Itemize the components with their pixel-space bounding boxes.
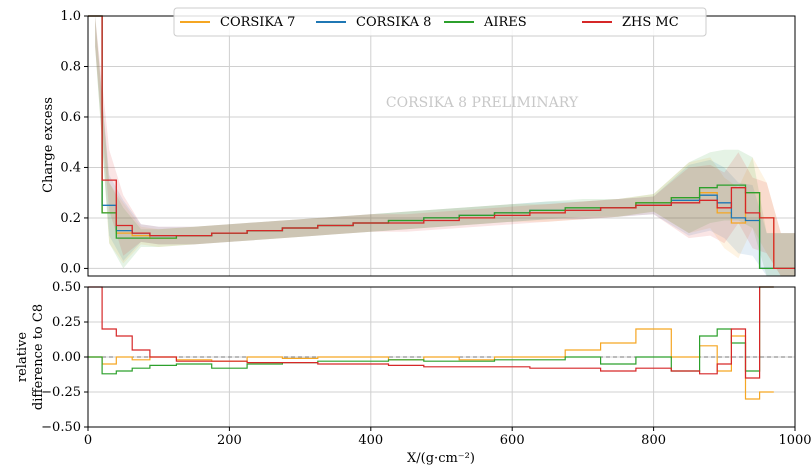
x-tick-label: 800 [641, 433, 666, 448]
legend-label: AIRES [483, 15, 527, 30]
bottom-y-tick-label: 0.00 [52, 350, 81, 365]
x-tick-label: 400 [358, 433, 383, 448]
x-tick-label: 200 [217, 433, 242, 448]
x-tick-label: 600 [500, 433, 525, 448]
bottom-y-tick-label: −0.50 [41, 420, 81, 435]
bottom-y-tick-label: −0.25 [41, 385, 81, 400]
top-y-tick-label: 0.0 [60, 261, 81, 276]
top-y-ticks: 0.0 0.2 0.4 0.6 0.8 1.0 [60, 9, 88, 276]
series-line-zhs-mc [88, 15, 795, 270]
charge-excess-panel: 0.0 0.2 0.4 0.6 0.8 1.0 CORSIKA 8 PRELIMINARY… [41, 9, 796, 277]
bottom-axes-frame [87, 286, 796, 428]
top-y-axis-label: Charge excess [41, 97, 56, 193]
top-y-tick-label: 0.8 [60, 59, 81, 74]
legend-label: CORSIKA 8 [356, 15, 431, 30]
uncertainty-band [95, 16, 796, 276]
bottom-y-tick-label: 0.50 [52, 280, 81, 295]
x-axis-label: X/(g·cm⁻²) [407, 451, 475, 466]
bottom-y-axis-label-line2: difference to C8 [31, 304, 46, 410]
top-y-tick-label: 1.0 [60, 9, 81, 24]
bottom-y-tick-label: 0.25 [52, 315, 81, 330]
diff-line-zhs-mc [88, 286, 774, 379]
uncertainty-band [95, 16, 796, 276]
bottom-series-lines [88, 286, 774, 400]
legend-items: CORSIKA 7 CORSIKA 8 AIRES ZHS MC [180, 15, 679, 30]
preliminary-annotation: CORSIKA 8 PRELIMINARY [386, 95, 579, 111]
relative-difference-panel: −0.50 −0.25 0.00 0.25 0.50 0 200 400 600 800 1000… [15, 280, 811, 466]
x-tick-label: 0 [84, 433, 92, 448]
bottom-y-ticks: −0.50 −0.25 0.00 0.25 0.50 [41, 280, 88, 435]
diff-line-aires [88, 286, 774, 375]
x-tick-label: 1000 [778, 433, 811, 448]
uncertainty-bands [95, 16, 796, 276]
legend: CORSIKA 7 CORSIKA 8 AIRES ZHS MC [173, 7, 707, 37]
top-series-lines [88, 15, 795, 270]
bottom-x-ticks: 0 200 400 600 800 1000 [84, 427, 811, 448]
uncertainty-band [95, 16, 796, 276]
legend-label: ZHS MC [622, 15, 679, 30]
legend-label: CORSIKA 7 [220, 15, 295, 30]
top-y-tick-label: 0.2 [60, 211, 81, 226]
uncertainty-band [95, 16, 796, 276]
legend-box [173, 7, 707, 37]
bottom-y-axis-label-line1: relative [15, 332, 30, 383]
top-y-tick-label: 0.4 [60, 160, 81, 175]
top-y-tick-label: 0.6 [60, 110, 81, 125]
